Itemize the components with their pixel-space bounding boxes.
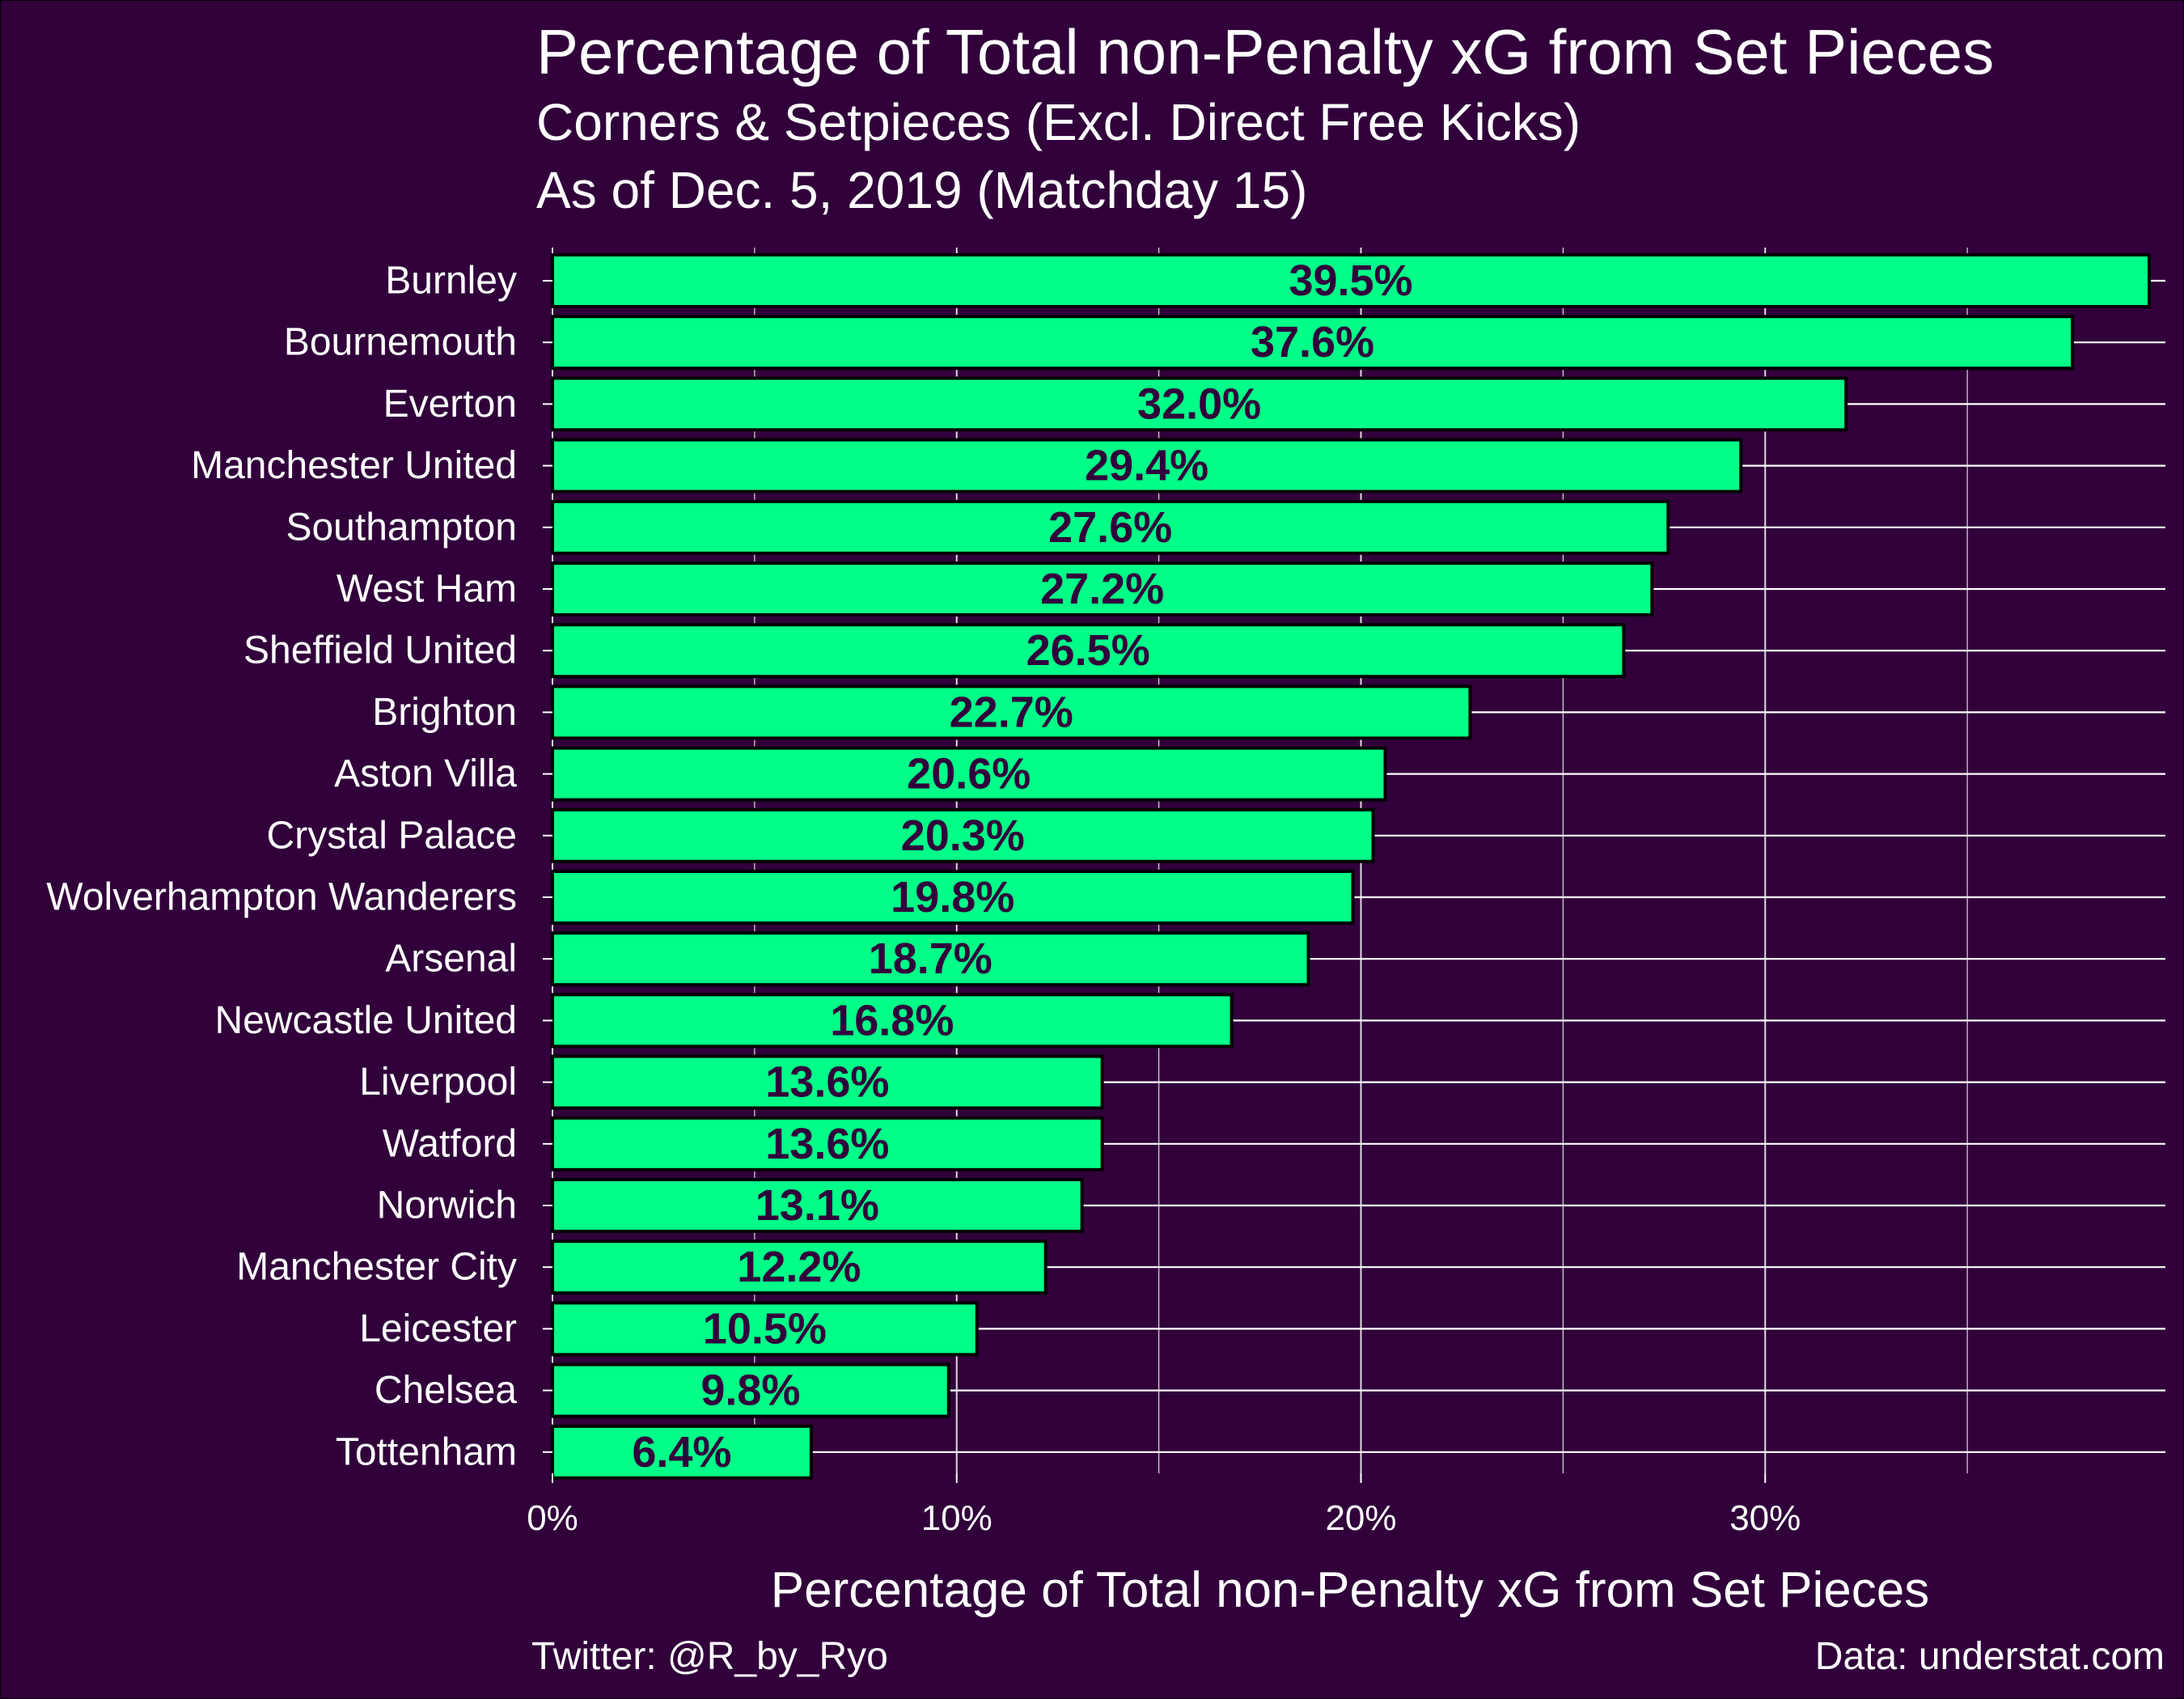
bar [551, 1054, 1104, 1110]
value-label: 13.1% [756, 1181, 879, 1230]
value-label: 20.3% [901, 811, 1025, 860]
value-label: 10.5% [703, 1304, 827, 1353]
value-label: 13.6% [765, 1120, 889, 1168]
x-axis-title: Percentage of Total non-Penalty xG from … [771, 1562, 1930, 1618]
bar [551, 438, 1743, 494]
y-axis-labels: Burnley Bournemouth Everton Manchester Unit… [46, 260, 552, 1473]
category-label: Newcastle United [215, 999, 518, 1042]
chart-subtitle: Corners & Setpieces (Excl. Direct Free K… [536, 93, 1581, 151]
category-label: Arsenal [385, 938, 517, 981]
value-label: 27.6% [1048, 503, 1172, 552]
x-tick-label: 30% [1729, 1498, 1801, 1538]
category-label: Manchester City [236, 1246, 517, 1289]
bar [551, 1301, 979, 1357]
bar [551, 746, 1387, 802]
value-label: 16.8% [830, 996, 954, 1044]
caption-source: Data: understat.com [1815, 1635, 2165, 1678]
x-tick-label: 0% [527, 1498, 578, 1538]
category-label: Leicester [359, 1307, 517, 1350]
x-axis: 0% 10% 20% 30% [527, 1473, 1801, 1538]
chart-title: Percentage of Total non-Penalty xG from … [536, 16, 1995, 87]
category-label: Burnley [385, 260, 517, 303]
bar [551, 253, 2151, 308]
bar [551, 561, 1654, 616]
value-label: 32.0% [1137, 379, 1261, 428]
category-label: Tottenham [336, 1430, 517, 1473]
value-label: 19.8% [891, 873, 1014, 922]
x-tick-label: 10% [921, 1498, 993, 1538]
category-label: Wolverhampton Wanderers [46, 876, 517, 919]
value-label: 9.8% [700, 1366, 800, 1415]
category-label: Norwich [377, 1184, 517, 1227]
title-block: Percentage of Total non-Penalty xG from … [536, 15, 1994, 224]
bar [551, 376, 1848, 432]
value-label: 6.4% [632, 1428, 731, 1477]
category-label: Crystal Palace [267, 814, 517, 857]
bar [551, 623, 1626, 679]
value-label: 18.7% [869, 934, 993, 983]
category-label: Watford [383, 1122, 517, 1165]
bar [551, 1178, 1084, 1233]
bars [551, 253, 2151, 1480]
category-label: Southampton [286, 506, 517, 549]
value-label: 29.4% [1085, 442, 1208, 490]
value-labels: 39.5% 37.6% 32.0% 29.4% 27.6% 27.2% 26.5% 22.7%… [632, 256, 1412, 1477]
category-label: Chelsea [375, 1369, 517, 1412]
category-label: West Ham [336, 568, 517, 611]
value-label: 13.6% [765, 1058, 889, 1107]
category-label: Everton [383, 383, 517, 426]
value-label: 37.6% [1251, 318, 1374, 366]
category-label: Aston Villa [334, 752, 517, 795]
value-label: 39.5% [1289, 256, 1412, 305]
bar [551, 931, 1310, 987]
bar [551, 1362, 950, 1418]
value-label: 22.7% [950, 688, 1073, 736]
value-label: 27.2% [1040, 565, 1164, 613]
x-tick-label: 20% [1325, 1498, 1396, 1538]
category-label: Manchester United [191, 444, 517, 487]
caption-twitter: Twitter: @R_by_Ryo [531, 1635, 888, 1678]
category-label: Sheffield United [243, 629, 517, 672]
category-label: Liverpool [359, 1061, 517, 1104]
category-label: Bournemouth [284, 321, 517, 364]
value-label: 26.5% [1026, 626, 1150, 675]
bar [551, 684, 1472, 740]
category-label: Brighton [372, 691, 517, 734]
value-label: 12.2% [737, 1243, 861, 1291]
chart-subtitle-date: As of Dec. 5, 2019 (Matchday 15) [536, 161, 1308, 219]
value-label: 20.6% [907, 750, 1031, 799]
bar [551, 1116, 1104, 1172]
